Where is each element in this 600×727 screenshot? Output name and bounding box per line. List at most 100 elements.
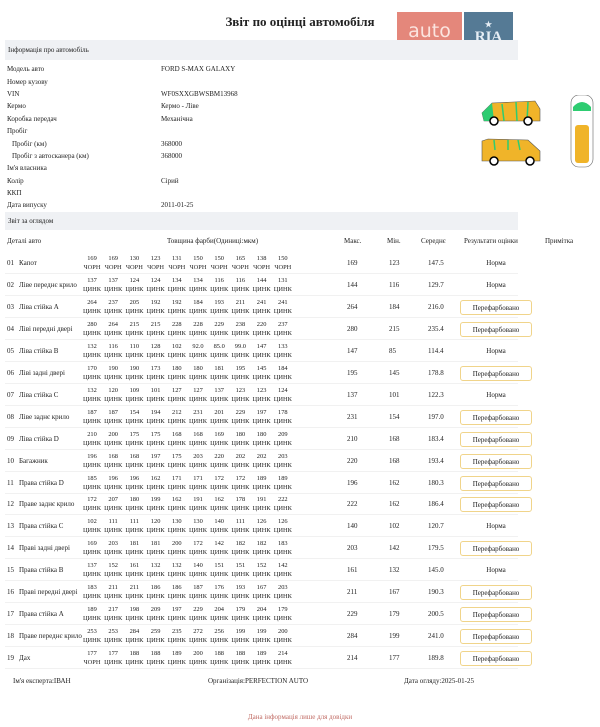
reading-value: 178 xyxy=(235,496,246,504)
reading-value: 137 xyxy=(87,276,97,284)
thickness-reading: 264 ЦИНК xyxy=(81,298,103,316)
info-value: 368000 xyxy=(161,151,182,160)
reading-value: 110 xyxy=(129,342,140,350)
thickness-reading: 207 ЦИНК xyxy=(102,495,124,513)
thickness-reading: 171 ЦИНК xyxy=(187,474,209,492)
reading-value: 130 xyxy=(172,518,182,526)
min-value: 162 xyxy=(389,500,400,509)
reading-value: 144 xyxy=(256,276,267,284)
reading-material: ЦИНК xyxy=(231,659,250,667)
reading-material: ЦИНК xyxy=(188,659,208,667)
reading-material: ЧОРН xyxy=(83,264,101,271)
reading-value: 168 xyxy=(172,430,182,438)
reading-value: 253 xyxy=(87,628,97,636)
part-name: Праве переднє крило xyxy=(19,632,82,641)
reading-material: ЦИНК xyxy=(146,637,165,645)
thickness-reading: 181 ЦИНК xyxy=(123,539,145,557)
thickness-reading: 181 ЦИНК xyxy=(145,539,167,557)
reading-material: ЦИНК xyxy=(104,549,123,557)
info-row: Пробіг з автосканера (км) 368000 xyxy=(7,150,238,162)
reading-material: ЦИНК xyxy=(188,615,208,623)
reading-value: 181 xyxy=(214,364,224,372)
thickness-reading: 123 ЧОРН xyxy=(145,254,167,272)
thickness-reading: 284 ЦИНК xyxy=(123,627,145,645)
reading-material: ЦИНК xyxy=(167,483,186,491)
reading-material: ЦИНК xyxy=(82,637,102,645)
thickness-reading: 235 ЦИНК xyxy=(166,627,188,645)
reading-value: 193 xyxy=(214,298,224,306)
thickness-reading: 134 ЦИНК xyxy=(187,276,209,294)
avg-value: 241.0 xyxy=(428,632,444,641)
reading-value: 212 xyxy=(172,408,182,416)
reading-material: ЦИНК xyxy=(82,417,102,425)
thickness-reading: 183 ЦИНК xyxy=(81,583,103,601)
info-value: Сірий xyxy=(161,176,179,185)
reading-value: 187 xyxy=(108,408,118,416)
thickness-reading: 189 ЦИНК xyxy=(81,605,103,623)
reading-value: 187 xyxy=(193,584,203,592)
max-value: 196 xyxy=(347,478,358,487)
thickness-reading: 173 ЦИНК xyxy=(145,364,167,382)
max-value: 161 xyxy=(347,566,358,575)
part-number: 09 xyxy=(7,434,14,443)
min-value: 215 xyxy=(389,324,400,333)
max-value: 210 xyxy=(347,434,358,443)
reading-value: 211 xyxy=(129,584,140,592)
reading-material: ЦИНК xyxy=(82,549,102,557)
info-row: Пробіг xyxy=(7,125,238,137)
reading-material: ЦИНК xyxy=(167,373,186,381)
reading-value: 190 xyxy=(129,364,140,372)
max-value: 169 xyxy=(347,259,358,267)
repainted-badge: Перефарбовано xyxy=(460,409,532,425)
reading-value: 128 xyxy=(150,342,161,350)
reading-material: ЦИНК xyxy=(167,659,186,667)
thickness-reading: 178 ЦИНК xyxy=(229,495,251,513)
reading-material: ЦИНК xyxy=(167,505,186,513)
thickness-reading: 150 ЧОРН xyxy=(187,254,209,272)
thickness-reading: 215 ЦИНК xyxy=(145,320,167,338)
reading-material: ЦИНК xyxy=(210,593,229,601)
avg-value: 216.0 xyxy=(428,302,444,311)
thickness-reading: 180 ЦИНК xyxy=(187,364,209,382)
repainted-badge: Перефарбовано xyxy=(460,299,532,315)
max-value: 211 xyxy=(347,588,358,597)
reading-material: ЦИНК xyxy=(273,549,292,557)
reading-material: ЦИНК xyxy=(125,307,144,315)
thickness-reading: 92.0 ЦИНК xyxy=(187,342,209,360)
reading-material: ЦИНК xyxy=(252,659,271,667)
thickness-reading: 176 ЦИНК xyxy=(208,583,230,601)
part-name: Ліве заднє крило xyxy=(19,412,70,421)
normal-badge: Норма xyxy=(486,280,506,289)
thickness-reading: 195 ЦИНК xyxy=(229,364,251,382)
info-row: Ім'я власника xyxy=(7,162,238,174)
min-value: 199 xyxy=(389,632,400,641)
thickness-reading: 168 ЦИНК xyxy=(166,430,188,448)
reading-value: 116 xyxy=(108,342,118,350)
part-number: 03 xyxy=(7,302,14,311)
reading-material: ЦИНК xyxy=(146,505,165,513)
thickness-reading: 130 ЦИНК xyxy=(166,517,188,535)
table-row: 15 Права стійка B 137 ЦИНК 152 ЦИНК 161 ЦИНК 132… xyxy=(5,559,518,582)
reading-value: 284 xyxy=(129,628,140,636)
reading-material: ЦИНК xyxy=(231,637,250,645)
thickness-reading: 217 ЦИНК xyxy=(102,605,124,623)
thickness-reading: 193 ЦИНК xyxy=(229,583,251,601)
thickness-reading: 124 ЦИНК xyxy=(272,386,294,404)
reading-material: ЦИНК xyxy=(82,395,102,403)
car-left-side-icon xyxy=(481,100,541,126)
reading-value: 235 xyxy=(172,628,182,636)
thickness-reading: 189 ЦИНК xyxy=(166,649,188,667)
reading-value: 229 xyxy=(193,606,203,614)
thickness-reading: 187 ЦИНК xyxy=(102,408,124,426)
reading-material: ЦИНК xyxy=(82,285,102,293)
normal-badge: Норма xyxy=(486,390,506,399)
max-value: 231 xyxy=(347,412,358,421)
part-name: Права стійка C xyxy=(19,522,64,531)
reading-material: ЦИНК xyxy=(188,483,208,491)
reading-value: 203 xyxy=(193,452,203,460)
max-value: 222 xyxy=(347,500,358,509)
reading-value: 162 xyxy=(214,496,224,504)
reading-value: 132 xyxy=(87,386,97,394)
thickness-reading: 124 ЦИНК xyxy=(123,276,145,294)
thickness-reading: 187 ЦИНК xyxy=(81,408,103,426)
